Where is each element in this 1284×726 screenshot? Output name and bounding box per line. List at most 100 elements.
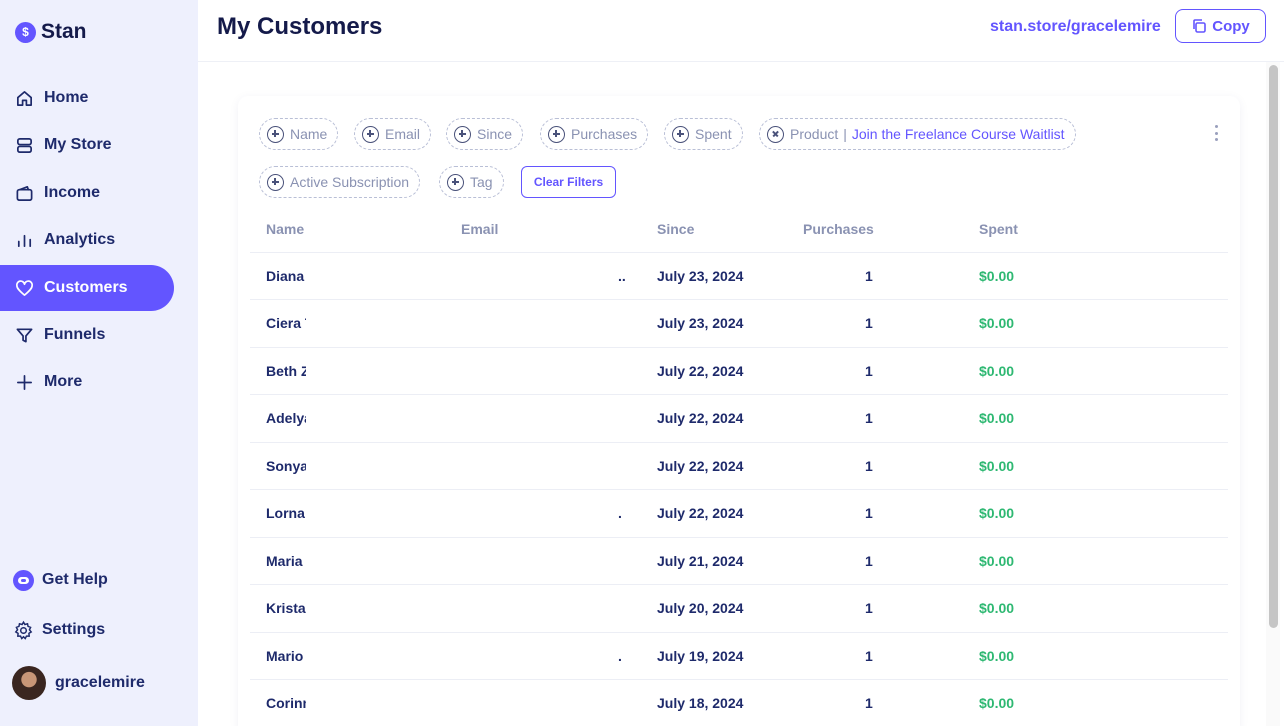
customer-spent: $0.00 [979, 505, 1015, 521]
customer-purchases: 1 [865, 363, 873, 379]
sidebar-item-more[interactable]: More [0, 359, 174, 405]
chip-label: Since [477, 126, 513, 142]
sidebar-item-label: Funnels [44, 326, 106, 343]
customer-since: July 22, 2024 [657, 410, 744, 426]
username: gracelemire [55, 674, 145, 691]
customer-since: July 22, 2024 [657, 505, 744, 521]
column-header-email[interactable]: Email [461, 221, 499, 237]
filter-chip-purchases[interactable]: Purchases [540, 118, 649, 150]
customer-spent: $0.00 [979, 648, 1015, 664]
customer-spent: $0.00 [979, 553, 1015, 569]
remove-circle-icon[interactable] [767, 125, 784, 143]
plus-icon [14, 372, 34, 392]
brand-name: Stan [41, 20, 87, 43]
customer-purchases: 1 [865, 695, 873, 711]
sidebar-item-my-store[interactable]: My Store [0, 122, 174, 168]
sidebar-item-income[interactable]: Income [0, 170, 174, 216]
customer-purchases: 1 [865, 505, 873, 521]
get-help-button[interactable]: Get Help [0, 560, 190, 600]
copy-button[interactable]: Copy [1175, 9, 1266, 43]
table-row[interactable]: Corinn July 18, 2024 1 $0.00 [250, 679, 1228, 726]
help-bot-icon [12, 569, 34, 591]
customer-since: July 22, 2024 [657, 458, 744, 474]
customer-name: Corinn [266, 695, 306, 711]
chip-label: Spent [695, 126, 732, 142]
sidebar: $ Stan Home My Store Income Analytics Cu… [0, 0, 198, 726]
customer-purchases: 1 [865, 315, 873, 331]
sidebar-item-customers[interactable]: Customers [0, 265, 174, 311]
table-row[interactable]: Krista July 20, 2024 1 $0.00 [250, 584, 1228, 631]
settings-button[interactable]: Settings [0, 610, 190, 650]
column-header-since[interactable]: Since [657, 221, 695, 237]
customer-name: Beth Z [266, 363, 306, 379]
table-row[interactable]: Ciera T July 23, 2024 1 $0.00 [250, 299, 1228, 346]
stan-logo-icon: $ [15, 21, 36, 43]
customer-name: Adelya [266, 410, 306, 426]
clear-filters-button[interactable]: Clear Filters [521, 166, 616, 198]
customer-since: July 20, 2024 [657, 600, 744, 616]
avatar [12, 666, 46, 700]
customer-since: July 23, 2024 [657, 315, 744, 331]
brand[interactable]: $ Stan [15, 20, 87, 44]
chip-label: Name [290, 126, 328, 142]
store-link[interactable]: stan.store/gracelemire [990, 18, 1161, 35]
more-options-icon[interactable] [1215, 125, 1219, 141]
sidebar-item-funnels[interactable]: Funnels [0, 312, 174, 358]
customer-name: Maria [266, 553, 303, 569]
table-row[interactable]: Lorna . July 22, 2024 1 $0.00 [250, 489, 1228, 536]
add-circle-icon [672, 125, 689, 143]
copy-label: Copy [1212, 17, 1250, 35]
customer-spent: $0.00 [979, 600, 1015, 616]
customer-since: July 19, 2024 [657, 648, 744, 664]
customer-purchases: 1 [865, 553, 873, 569]
filter-chip-spent[interactable]: Spent [664, 118, 743, 150]
customer-since: July 22, 2024 [657, 363, 744, 379]
sidebar-item-label: Home [44, 89, 89, 106]
add-circle-icon [454, 125, 471, 143]
customer-since: July 18, 2024 [657, 695, 744, 711]
customer-spent: $0.00 [979, 695, 1015, 711]
customer-name: Sonya [266, 458, 306, 474]
scrollbar-thumb[interactable] [1269, 65, 1278, 628]
customer-purchases: 1 [865, 648, 873, 664]
filter-chip-since[interactable]: Since [446, 118, 524, 150]
table-row[interactable]: Beth Z July 22, 2024 1 $0.00 [250, 347, 1228, 394]
home-icon [14, 88, 34, 108]
table-row[interactable]: Maria July 21, 2024 1 $0.00 [250, 537, 1228, 584]
customer-email: . [618, 505, 622, 521]
customer-name: Krista [266, 600, 306, 616]
chip-value: Join the Freelance Course Waitlist [851, 126, 1065, 142]
user-profile[interactable]: gracelemire [0, 663, 190, 703]
column-header-spent[interactable]: Spent [979, 221, 1018, 237]
column-header-name[interactable]: Name [266, 221, 305, 237]
table-row[interactable]: Adelya July 22, 2024 1 $0.00 [250, 394, 1228, 441]
customer-name: Diana [266, 268, 305, 284]
customer-spent: $0.00 [979, 410, 1015, 426]
filter-chip-active-subscription[interactable]: Active Subscription [259, 166, 421, 198]
sidebar-item-label: Customers [44, 279, 128, 296]
filter-chip-product[interactable]: Product | Join the Freelance Course Wait… [759, 118, 1076, 150]
store-icon [14, 135, 34, 155]
customer-spent: $0.00 [979, 458, 1015, 474]
customers-card: Name Email Since Purchases Spent Product… [238, 96, 1240, 726]
get-help-label: Get Help [42, 571, 108, 588]
funnel-icon [14, 325, 34, 345]
chip-label: Email [385, 126, 421, 142]
customer-purchases: 1 [865, 600, 873, 616]
column-header-purchases[interactable]: Purchases [803, 221, 874, 237]
customer-email: .. [618, 268, 626, 284]
add-circle-icon [447, 173, 464, 191]
table-row[interactable]: Mario . July 19, 2024 1 $0.00 [250, 632, 1228, 679]
bar-chart-icon [14, 230, 34, 250]
table-row[interactable]: Sonya July 22, 2024 1 $0.00 [250, 442, 1228, 489]
filter-chip-name[interactable]: Name [259, 118, 339, 150]
customer-spent: $0.00 [979, 268, 1015, 284]
table-row[interactable]: Diana .. July 23, 2024 1 $0.00 [250, 252, 1228, 299]
sidebar-item-analytics[interactable]: Analytics [0, 217, 174, 263]
header-divider [198, 61, 1284, 62]
filter-chip-email[interactable]: Email [354, 118, 432, 150]
customer-purchases: 1 [865, 268, 873, 284]
filter-chip-tag[interactable]: Tag [439, 166, 504, 198]
sidebar-item-home[interactable]: Home [0, 75, 174, 121]
customer-name: Lorna [266, 505, 305, 521]
